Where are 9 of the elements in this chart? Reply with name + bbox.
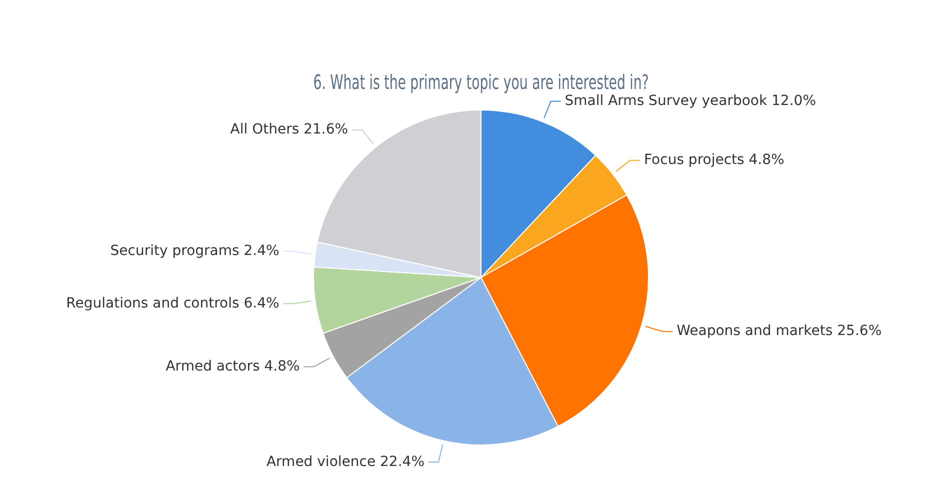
slice-label: Focus projects 4.8% bbox=[644, 152, 784, 168]
slice-label: Weapons and markets 25.6% bbox=[676, 323, 882, 340]
slice-label: Armed actors 4.8% bbox=[166, 358, 300, 374]
slice-label: Armed violence 22.4% bbox=[266, 454, 424, 470]
chart-title: 6. What is the primary topic you are interested in? bbox=[313, 72, 649, 96]
slice-label: Security programs 2.4% bbox=[110, 243, 280, 260]
slice-label: Small Arms Survey yearbook 12.0% bbox=[564, 92, 816, 109]
slice-label: Regulations and controls 6.4% bbox=[66, 295, 280, 312]
slice-label: All Others 21.6% bbox=[230, 122, 348, 138]
